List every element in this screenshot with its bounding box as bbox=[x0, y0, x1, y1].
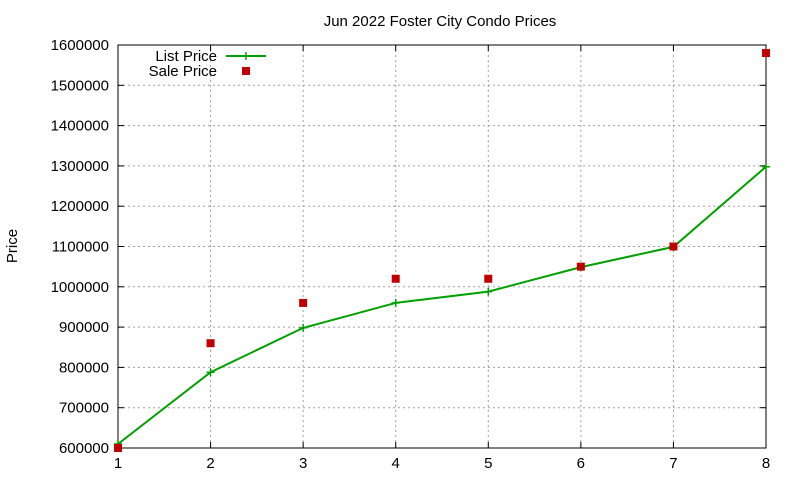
chart-title: Jun 2022 Foster City Condo Prices bbox=[324, 13, 557, 30]
y-tick-label: 600000 bbox=[59, 440, 109, 457]
legend: List Price Sale Price bbox=[149, 48, 266, 80]
series bbox=[114, 49, 770, 452]
data-point-list-price bbox=[762, 162, 770, 171]
data-point-sale-price bbox=[299, 298, 308, 307]
data-point-sale-price bbox=[762, 49, 770, 58]
data-point-sale-price bbox=[391, 274, 400, 283]
x-tick-label: 6 bbox=[577, 455, 585, 472]
series-line-list-price bbox=[117, 165, 767, 445]
x-tick-label: 4 bbox=[392, 455, 400, 472]
x-tick-label: 5 bbox=[484, 455, 492, 472]
legend-marker-sale-price bbox=[242, 67, 250, 75]
legend-label-sale-price: Sale Price bbox=[149, 63, 217, 80]
data-point-list-price bbox=[206, 368, 215, 377]
y-tick-label: 1100000 bbox=[52, 239, 109, 256]
data-point-list-price bbox=[484, 287, 493, 296]
legend-marker-list-price bbox=[242, 52, 250, 60]
y-tick-label: 1200000 bbox=[51, 198, 109, 215]
y-tick-label: 1000000 bbox=[51, 279, 109, 296]
y-axis-label: Price bbox=[4, 229, 21, 263]
y-tick-label: 800000 bbox=[59, 359, 109, 376]
x-tick-label: 8 bbox=[762, 455, 770, 472]
grid bbox=[118, 45, 766, 448]
data-point-sale-price bbox=[206, 339, 215, 348]
data-point-list-price bbox=[299, 323, 308, 332]
y-tick-label: 1600000 bbox=[51, 37, 109, 54]
data-point-sale-price bbox=[114, 444, 122, 452]
axis-ticks: 6000007000008000009000001000000110000012… bbox=[51, 37, 771, 472]
y-tick-label: 1400000 bbox=[51, 118, 109, 135]
x-tick-label: 7 bbox=[669, 455, 677, 472]
y-tick-label: 1300000 bbox=[51, 158, 109, 175]
data-point-sale-price bbox=[576, 262, 585, 271]
y-tick-label: 700000 bbox=[59, 400, 109, 417]
data-point-sale-price bbox=[669, 242, 678, 251]
x-tick-label: 3 bbox=[299, 455, 307, 472]
data-point-sale-price bbox=[484, 274, 493, 283]
data-point-list-price bbox=[391, 298, 400, 307]
y-tick-label: 900000 bbox=[59, 319, 109, 336]
legend-label-list-price: List Price bbox=[155, 48, 217, 65]
x-tick-label: 1 bbox=[114, 455, 122, 472]
y-tick-label: 1500000 bbox=[51, 77, 109, 94]
x-tick-label: 2 bbox=[206, 455, 214, 472]
